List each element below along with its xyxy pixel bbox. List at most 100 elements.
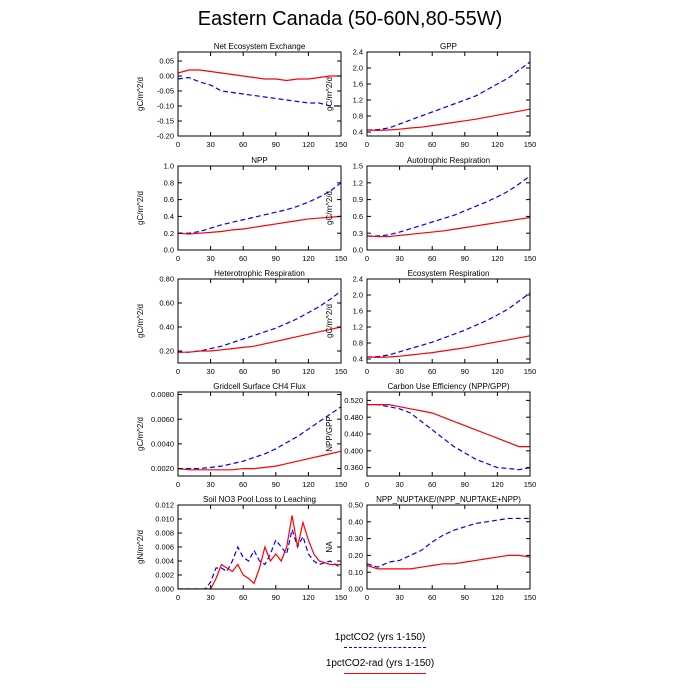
page-title: Eastern Canada (50-60N,80-55W) [197, 8, 503, 30]
x-tick-label: 0 [176, 254, 180, 263]
x-tick-label: 150 [335, 140, 348, 149]
x-tick-label: 60 [428, 480, 436, 489]
series-line-1pctco2-rad [178, 326, 341, 353]
series-line-1pctco2 [367, 61, 530, 131]
y-axis-label: gC/m^2/d [136, 304, 145, 338]
series-line-1pctco2 [367, 517, 530, 568]
y-tick-label: 0.6 [353, 212, 363, 221]
x-tick-label: 120 [491, 593, 504, 602]
y-tick-label: 0.012 [155, 501, 174, 510]
x-tick-label: 120 [302, 480, 315, 489]
y-tick-label: 0.2 [164, 229, 174, 238]
x-tick-label: 120 [302, 140, 315, 149]
x-tick-label: 90 [272, 140, 280, 149]
y-tick-label: 0.80 [159, 275, 174, 284]
x-tick-label: 90 [272, 593, 280, 602]
y-tick-label: 0.60 [159, 299, 174, 308]
x-tick-label: 0 [365, 593, 369, 602]
x-tick-label: 60 [239, 254, 247, 263]
panel-title: Autotrophic Respiration [407, 156, 490, 165]
y-tick-label: 0.000 [155, 585, 174, 594]
x-tick-label: 150 [335, 480, 348, 489]
chart-panel-8: 0 30 60 90 120 150 0.000 0.002 0.004 0.006 0.008 0.… [136, 495, 347, 602]
y-tick-label: -0.15 [157, 117, 174, 126]
chart-panel-9: 0 30 60 90 120 1500.000.100.200.300.400.50NPP… [325, 495, 536, 602]
legend-label: 1pctCO2-rad (yrs 1-150) [325, 658, 435, 669]
y-tick-label: 0.360 [344, 463, 363, 472]
x-tick-label: 60 [239, 367, 247, 376]
y-tick-label: 1.6 [353, 80, 363, 89]
x-tick-label: 90 [272, 480, 280, 489]
y-tick-label: 1.2 [353, 96, 363, 105]
x-tick-label: 120 [491, 140, 504, 149]
x-tick-label: 0 [365, 367, 369, 376]
y-tick-label: 0.008 [155, 529, 174, 538]
plot-frame [177, 278, 342, 364]
y-tick-label: 0.9 [353, 195, 363, 204]
plot-frame [177, 165, 342, 251]
x-tick-label: 90 [272, 367, 280, 376]
series-line-1pctco2 [367, 404, 530, 471]
legend-item-1pctco2-rad: 1pctCO2-rad (yrs 1-150) [300, 658, 460, 684]
y-tick-label: 0.10 [348, 568, 363, 577]
chart-panel-4: 0 30 60 90 120 150 0.20 0.40 0.60 0.80 Heterotroph… [136, 269, 347, 376]
series-line-1pctco2-rad [178, 515, 341, 589]
x-tick-label: 120 [491, 254, 504, 263]
x-tick-label: 60 [428, 254, 436, 263]
chart-panel-6: 0 30 60 90 120 150 0.0020 0.0040 0.0060 0.0080 Gri… [136, 382, 347, 489]
legend-swatch-dashed [344, 647, 426, 648]
panel-title: Heterotrophic Respiration [214, 269, 305, 278]
x-tick-label: 150 [524, 367, 537, 376]
y-tick-label: 0.8 [353, 112, 363, 121]
panel-title: Soil NO3 Pool Loss to Leaching [203, 495, 316, 504]
y-tick-label: 0.20 [159, 347, 174, 356]
x-tick-label: 30 [395, 480, 403, 489]
y-tick-label: 0.0020 [151, 464, 174, 473]
x-tick-label: 150 [335, 367, 348, 376]
x-tick-label: 30 [206, 480, 214, 489]
x-tick-label: 90 [272, 254, 280, 263]
x-tick-label: 0 [176, 593, 180, 602]
y-axis-label: gC/m^2/d [325, 191, 334, 225]
x-tick-label: 30 [395, 367, 403, 376]
panel-title: Gridcell Surface CH4 Flux [213, 382, 305, 391]
plot-frame [177, 391, 342, 477]
y-tick-label: 0.30 [348, 534, 363, 543]
series-line-1pctco2-rad [178, 215, 341, 235]
panel-title: GPP [440, 42, 457, 51]
x-tick-label: 60 [239, 480, 247, 489]
y-tick-label: 0.010 [155, 515, 174, 524]
x-tick-label: 0 [365, 480, 369, 489]
x-tick-label: 60 [428, 593, 436, 602]
x-tick-label: 0 [176, 480, 180, 489]
y-tick-label: 0.20 [348, 551, 363, 560]
x-tick-label: 90 [461, 367, 469, 376]
x-tick-label: 0 [365, 140, 369, 149]
x-tick-label: 120 [491, 480, 504, 489]
x-tick-label: 90 [461, 593, 469, 602]
x-tick-label: 150 [335, 254, 348, 263]
x-tick-label: 120 [302, 593, 315, 602]
chart-panel-3: 0 30 60 90 120 150 0.0 0.3 0.6 0.9 1.2 1.5 Autotroph… [325, 156, 536, 263]
y-tick-label: 0.006 [155, 543, 174, 552]
series-line-1pctco2 [367, 175, 530, 237]
series-line-1pctco2 [178, 406, 341, 470]
y-tick-label: -0.05 [157, 87, 174, 96]
y-tick-label: 0.0 [353, 246, 363, 255]
y-tick-label: 0.004 [155, 557, 174, 566]
y-tick-label: 0.0 [164, 246, 174, 255]
chart-panel-7: 0 30 60 90 120 150 0.360 0.400 0.440 0.480 0.520 Ca… [325, 382, 536, 489]
x-tick-label: 60 [239, 140, 247, 149]
panel-title: NPP [251, 156, 267, 165]
x-tick-label: 150 [524, 254, 537, 263]
x-tick-label: 0 [176, 367, 180, 376]
plot-frame [177, 51, 342, 137]
y-tick-label: 0.40 [159, 323, 174, 332]
y-tick-label: 1.5 [353, 162, 363, 171]
chart-grid: 0 30 60 90 120 150-0.20-0.15-0.10-0.050.000.0… [136, 42, 537, 602]
x-tick-label: 90 [461, 254, 469, 263]
x-tick-label: 0 [176, 140, 180, 149]
y-tick-label: 1.6 [353, 307, 363, 316]
x-tick-label: 150 [524, 593, 537, 602]
y-axis-label: gN/m^2/d [136, 530, 145, 564]
